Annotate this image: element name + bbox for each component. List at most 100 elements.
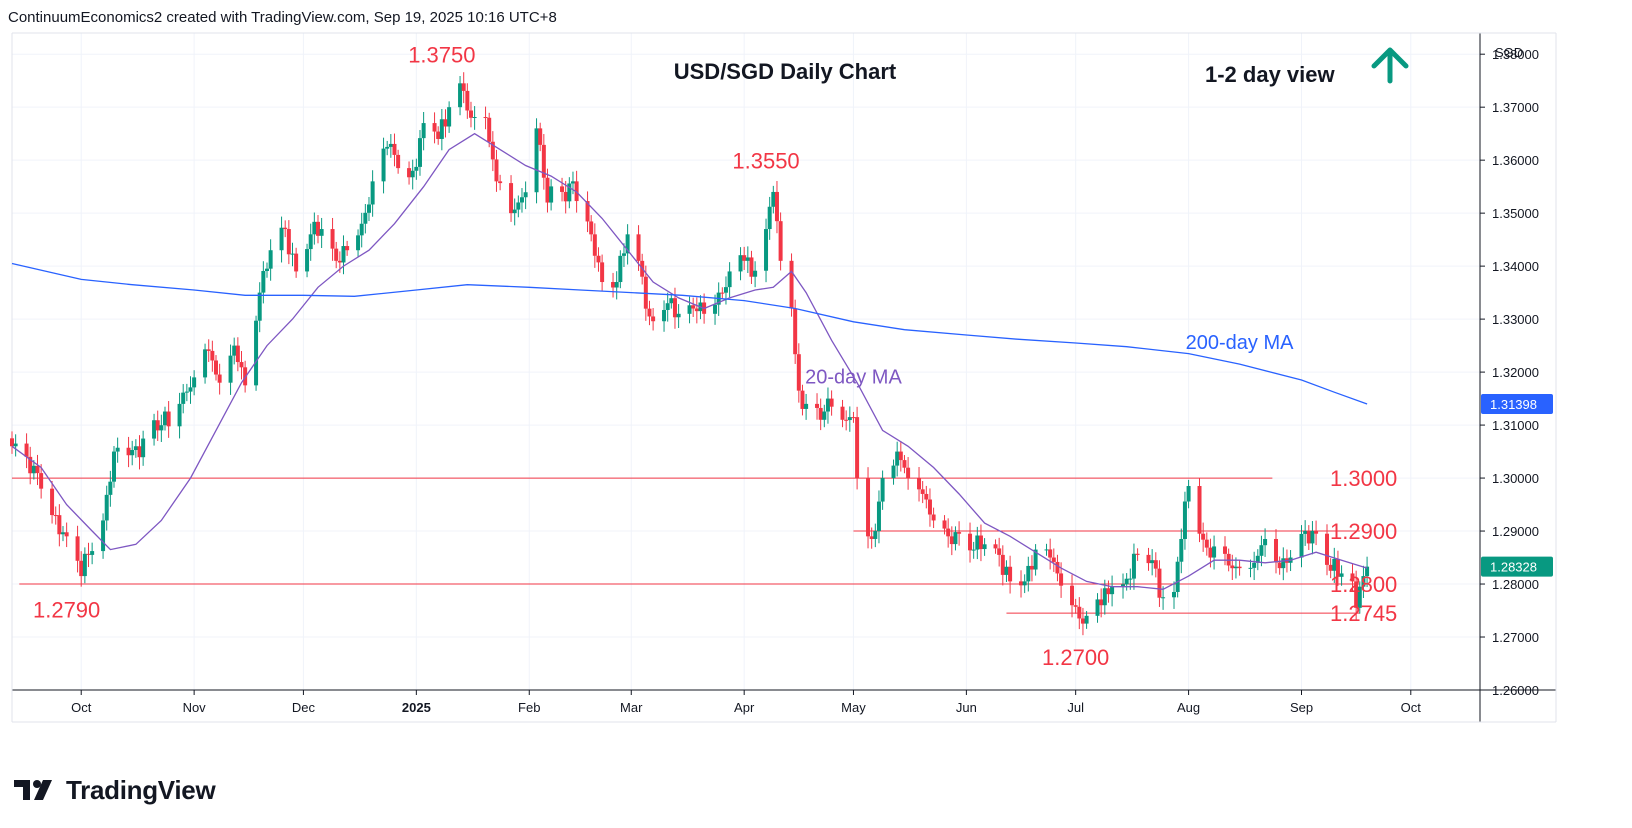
candle-body — [1055, 561, 1060, 574]
candle-body — [1277, 562, 1282, 569]
candle-body — [1080, 618, 1085, 624]
candle-body — [130, 449, 135, 456]
candle-body — [312, 221, 317, 235]
y-tick-label: 1.36000 — [1492, 153, 1539, 168]
candle-body — [1077, 606, 1082, 619]
candle-body — [82, 553, 87, 577]
x-tick-label: Feb — [518, 700, 540, 715]
candle-body — [1361, 576, 1366, 587]
candle-body — [239, 362, 244, 368]
candle-body — [108, 481, 113, 495]
candle-body — [931, 514, 936, 521]
candle-body — [1354, 581, 1359, 608]
ma-line-20-day-ma — [11, 132, 1368, 590]
candle-body — [1310, 530, 1315, 544]
candle-body — [188, 387, 193, 392]
x-tick-label: Aug — [1177, 700, 1200, 715]
y-tick-label: 1.34000 — [1492, 259, 1539, 274]
candle-body — [294, 253, 299, 272]
y-tick-label: 1.32000 — [1492, 365, 1539, 380]
candle-body — [855, 417, 860, 479]
tradingview-logo-icon — [14, 780, 52, 800]
candle-body — [767, 206, 772, 230]
candle-body — [363, 212, 368, 224]
candle-body — [600, 262, 605, 283]
candle-body — [567, 183, 572, 202]
candle-body — [1233, 566, 1238, 569]
candle-body — [388, 143, 393, 147]
candle-body — [75, 536, 80, 561]
candle-body — [290, 253, 295, 255]
candle-body — [1008, 566, 1013, 582]
candle-body — [1110, 586, 1115, 595]
ma-line-200-day-ma — [11, 262, 1368, 405]
candle-body — [825, 398, 830, 412]
candle-body — [534, 128, 539, 193]
candle-body — [1255, 555, 1260, 563]
x-tick-label: Apr — [734, 700, 755, 715]
candle-body — [235, 345, 240, 363]
tradingview-brand: TradingView — [66, 774, 216, 805]
candle-body — [687, 305, 692, 314]
candle-body — [39, 473, 44, 489]
candle-body — [421, 123, 426, 139]
x-tick-label: Dec — [292, 700, 316, 715]
candle-body — [381, 148, 386, 182]
candle-body — [738, 255, 743, 272]
candle-body — [483, 117, 488, 119]
candle-body — [217, 374, 222, 383]
candle-body — [512, 209, 517, 214]
candle-body — [672, 298, 677, 318]
candle-body — [1019, 581, 1024, 586]
candle-body — [133, 446, 138, 450]
candle-body — [436, 131, 441, 139]
candle-body — [982, 544, 987, 550]
candle-body — [315, 221, 320, 236]
chart-attribution: ContinuumEconomics2 created with Trading… — [8, 9, 557, 26]
candle-body — [410, 170, 415, 178]
candle-body — [946, 528, 951, 537]
candle-body — [1299, 533, 1304, 558]
candle-body — [385, 146, 390, 149]
candle-body — [651, 316, 656, 322]
candle-body — [1150, 560, 1155, 564]
annotation-200-day MA: 200-day MA — [1186, 332, 1294, 354]
candle-body — [1332, 558, 1337, 571]
candle-body — [1197, 486, 1202, 534]
tradingview-logo[interactable]: TradingView — [14, 770, 216, 810]
candle-body — [439, 119, 444, 139]
candle-body — [28, 456, 33, 474]
candle-body — [953, 532, 958, 545]
candle-body — [611, 282, 616, 288]
candle-body — [359, 223, 364, 236]
candle-body — [523, 192, 528, 198]
candle-body — [192, 377, 197, 388]
candle-body — [1357, 586, 1362, 608]
candle-body — [1259, 545, 1264, 556]
x-tick-label: Oct — [71, 700, 92, 715]
candle-body — [1230, 565, 1235, 569]
candle-body — [1051, 557, 1056, 562]
candle-body — [975, 535, 980, 550]
candle-body — [286, 229, 291, 255]
candle-body — [898, 451, 903, 461]
candle-body — [1175, 561, 1180, 592]
candle-body — [1084, 615, 1089, 624]
candle-body — [1350, 573, 1355, 582]
candle-body — [647, 308, 652, 317]
candle-body — [1157, 568, 1162, 598]
candle-body — [152, 420, 157, 439]
candle-body — [1099, 599, 1104, 606]
candle-body — [345, 246, 350, 251]
y-tick-label: 1.37000 — [1492, 100, 1539, 115]
candle-body — [1335, 558, 1340, 577]
candle-body — [334, 248, 339, 261]
candle-body — [774, 191, 779, 222]
candle-body — [414, 166, 419, 171]
candle-body — [166, 411, 171, 427]
currency-label: SGD — [1495, 45, 1523, 60]
candle-body — [822, 411, 827, 420]
candle-body — [691, 305, 696, 309]
up-arrow-icon — [1371, 47, 1409, 84]
